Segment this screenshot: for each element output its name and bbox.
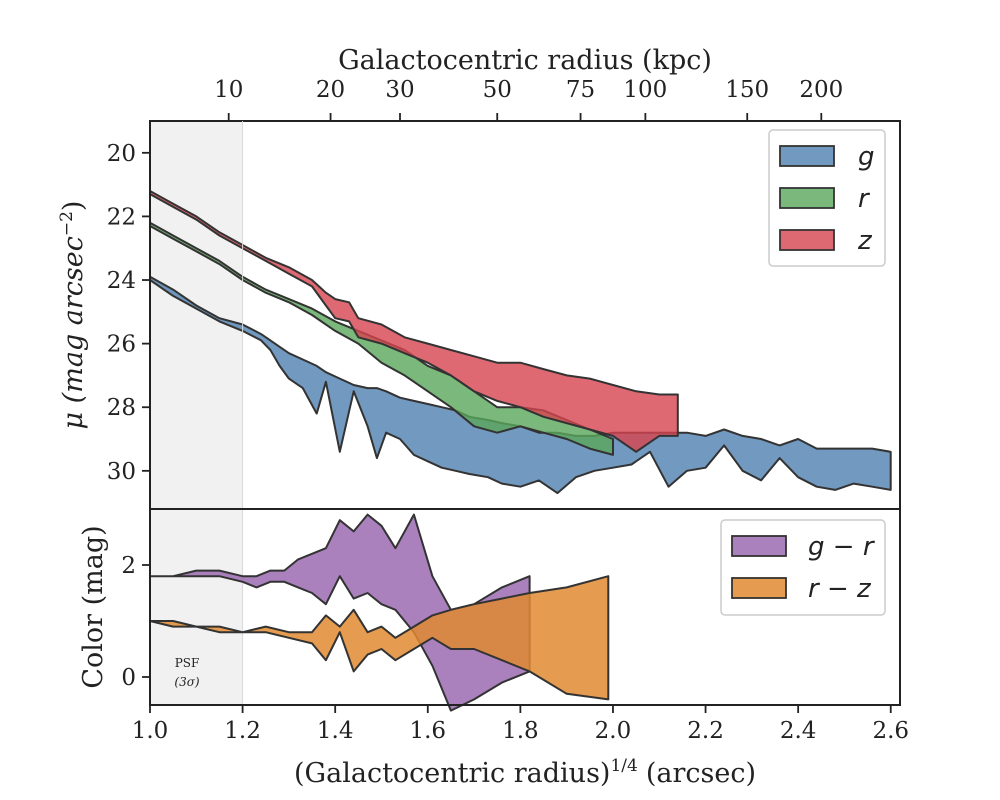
top-y-tick-label: 26: [107, 332, 136, 358]
band-g: [149, 275, 892, 495]
top-y-axis-title: μ (mag arcsec−2): [57, 201, 89, 430]
top-x-tick-label: 50: [483, 77, 512, 103]
legend-swatch-r-minus-z: [731, 577, 787, 599]
bottom-psf-shade: [150, 509, 243, 705]
top-y-tick-label: 22: [107, 204, 136, 230]
top-x-tick-label: 10: [214, 77, 243, 103]
top-y-tick-label: 24: [107, 268, 136, 294]
top-x-tick-label: 20: [316, 77, 345, 103]
color-panel: 02 1.0 1.2 1.4 1.6 1.8 2.0 2.2 2.4 2.6 Color (ma…: [78, 121, 909, 789]
legend-label-g: g: [858, 142, 875, 172]
top-y-axis-title-end: ): [58, 201, 89, 212]
top-x-tick-label: 150: [725, 77, 769, 103]
bottom-series-group: [149, 513, 610, 712]
top-x-tick-label: 100: [623, 77, 667, 103]
bottom-x-tick-label: 1.6: [409, 718, 446, 744]
bottom-y-axis: 02: [121, 553, 150, 691]
top-psf-shade: [150, 121, 243, 509]
bottom-legend: g − r r − z: [720, 519, 886, 616]
bottom-x-tick-label: 2.6: [872, 718, 909, 744]
bottom-x-axis: 1.0 1.2 1.4 1.6 1.8 2.0 2.2 2.4 2.6: [132, 705, 909, 744]
top-legend: g r z: [768, 129, 886, 267]
top-x-tick-label: 75: [566, 77, 595, 103]
top-y-tick-label: 20: [107, 141, 136, 167]
legend-swatch-r: [779, 187, 835, 209]
bottom-panel-frame: [149, 508, 901, 706]
bottom-y-axis-title: Color (mag): [78, 525, 109, 688]
top-x-axis-title: Galactocentric radius (kpc): [338, 45, 712, 76]
top-series-group: [149, 190, 892, 495]
bottom-x-tick-label: 2.2: [687, 718, 724, 744]
top-y-axis-title-main: μ (mag arcsec: [58, 236, 89, 429]
bottom-x-axis-title-main: (Galactocentric radius): [294, 758, 610, 789]
bottom-x-tick-label: 1.2: [224, 718, 261, 744]
band-r-minus-z: [149, 575, 610, 701]
legend-swatch-g: [779, 145, 835, 167]
legend-swatch-z: [779, 229, 835, 251]
bottom-x-axis-title: (Galactocentric radius)1/4 (arcsec): [294, 756, 756, 789]
legend-label-r-minus-z: r − z: [808, 574, 872, 604]
top-x-tick-label: 200: [799, 77, 843, 103]
bottom-x-tick-label: 1.4: [317, 718, 354, 744]
legend-label-z: z: [857, 226, 873, 256]
legend-label-g-minus-r: g − r: [808, 532, 876, 562]
bottom-y-tick-label: 0: [121, 665, 136, 691]
band-r: [149, 221, 614, 456]
bottom-x-axis-title-exponent: 1/4: [610, 756, 637, 776]
top-y-tick-label: 30: [107, 459, 136, 485]
legend-swatch-g-minus-r: [731, 535, 787, 557]
bottom-y-tick-label: 2: [121, 553, 136, 579]
band-z: [149, 190, 679, 453]
bottom-x-axis-title-unit: (arcsec): [646, 758, 756, 789]
top-y-axis-title-exponent: −2: [57, 211, 77, 236]
bottom-x-tick-label: 1.8: [502, 718, 539, 744]
bottom-x-tick-label: 2.4: [780, 718, 817, 744]
psf-label-line2: (3σ): [174, 675, 200, 689]
surface-brightness-panel: 20 22 24 26 28 30 10 20 30 50 75 100 150 200 Galacto…: [57, 45, 901, 510]
top-y-tick-label: 28: [107, 395, 136, 421]
top-x-tick-label: 30: [385, 77, 414, 103]
psf-label-line1: PSF: [175, 656, 200, 670]
top-psf-shaded-region: [150, 121, 243, 509]
bottom-psf-shaded-region: [150, 121, 244, 705]
top-y-axis: 20 22 24 26 28 30: [107, 141, 150, 485]
top-secondary-x-axis: 10 20 30 50 75 100 150 200: [214, 77, 843, 121]
bottom-x-tick-label: 2.0: [595, 718, 632, 744]
legend-label-r: r: [858, 184, 871, 214]
bottom-x-tick-label: 1.0: [132, 718, 169, 744]
